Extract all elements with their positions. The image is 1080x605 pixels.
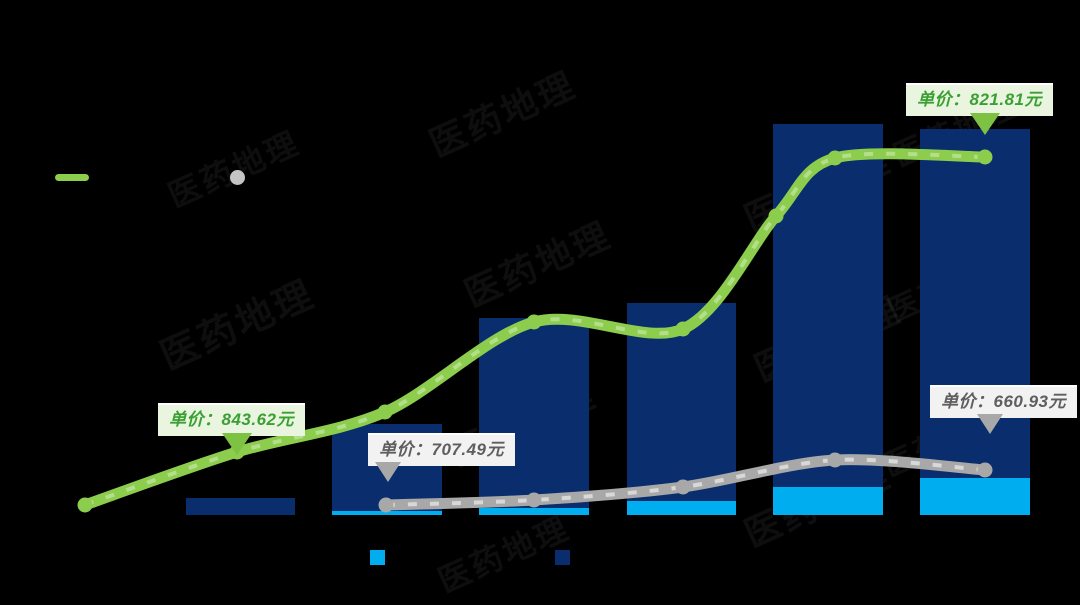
bar-group[interactable] [479,318,589,515]
legend-green-line-icon [55,174,89,181]
tooltip-pointer-icon [977,414,1003,434]
bar-group[interactable] [920,129,1030,515]
gray-line-marker[interactable] [675,479,691,495]
unit-price-tooltip: 单价：660.93元 [930,385,1077,418]
gray-line-marker[interactable] [378,497,394,513]
green-line-marker[interactable] [768,208,784,224]
legend-cyan-swatch-icon [370,550,385,565]
green-line-marker[interactable] [827,150,843,166]
bar-segment-cyan[interactable] [773,487,883,515]
gray-line-group [378,452,993,513]
green-line-highlight [84,151,986,507]
bar-segment-navy[interactable] [479,318,589,515]
unit-price-tooltip: 单价：843.62元 [158,403,305,436]
bar-segment-cyan[interactable] [479,508,589,515]
unit-price-tooltip: 单价：821.81元 [906,83,1053,116]
bar-segment-navy[interactable] [186,498,295,515]
gray-line-marker[interactable] [977,462,993,478]
tooltip-pointer-icon [970,113,1000,135]
gray-line-marker[interactable] [526,492,542,508]
bar-segment-cyan[interactable] [627,501,736,515]
green-line-marker[interactable] [377,404,393,420]
green-line-marker[interactable] [675,321,691,337]
tooltip-pointer-icon [375,462,401,482]
legend-navy-swatch-icon [555,550,570,565]
bar-segment-navy[interactable] [920,129,1030,515]
green-line-marker[interactable] [526,314,542,330]
green-line-marker[interactable] [77,497,93,513]
gray-line-marker[interactable] [827,452,843,468]
bar-group[interactable] [186,498,295,515]
bar-segment-cyan[interactable] [332,511,442,515]
bar-segment-cyan[interactable] [920,478,1030,515]
green-line-marker[interactable] [977,149,993,165]
tooltip-pointer-icon [222,433,252,455]
unit-price-tooltip: 单价：707.49元 [368,433,515,466]
legend-gray-dot-icon [230,170,245,185]
